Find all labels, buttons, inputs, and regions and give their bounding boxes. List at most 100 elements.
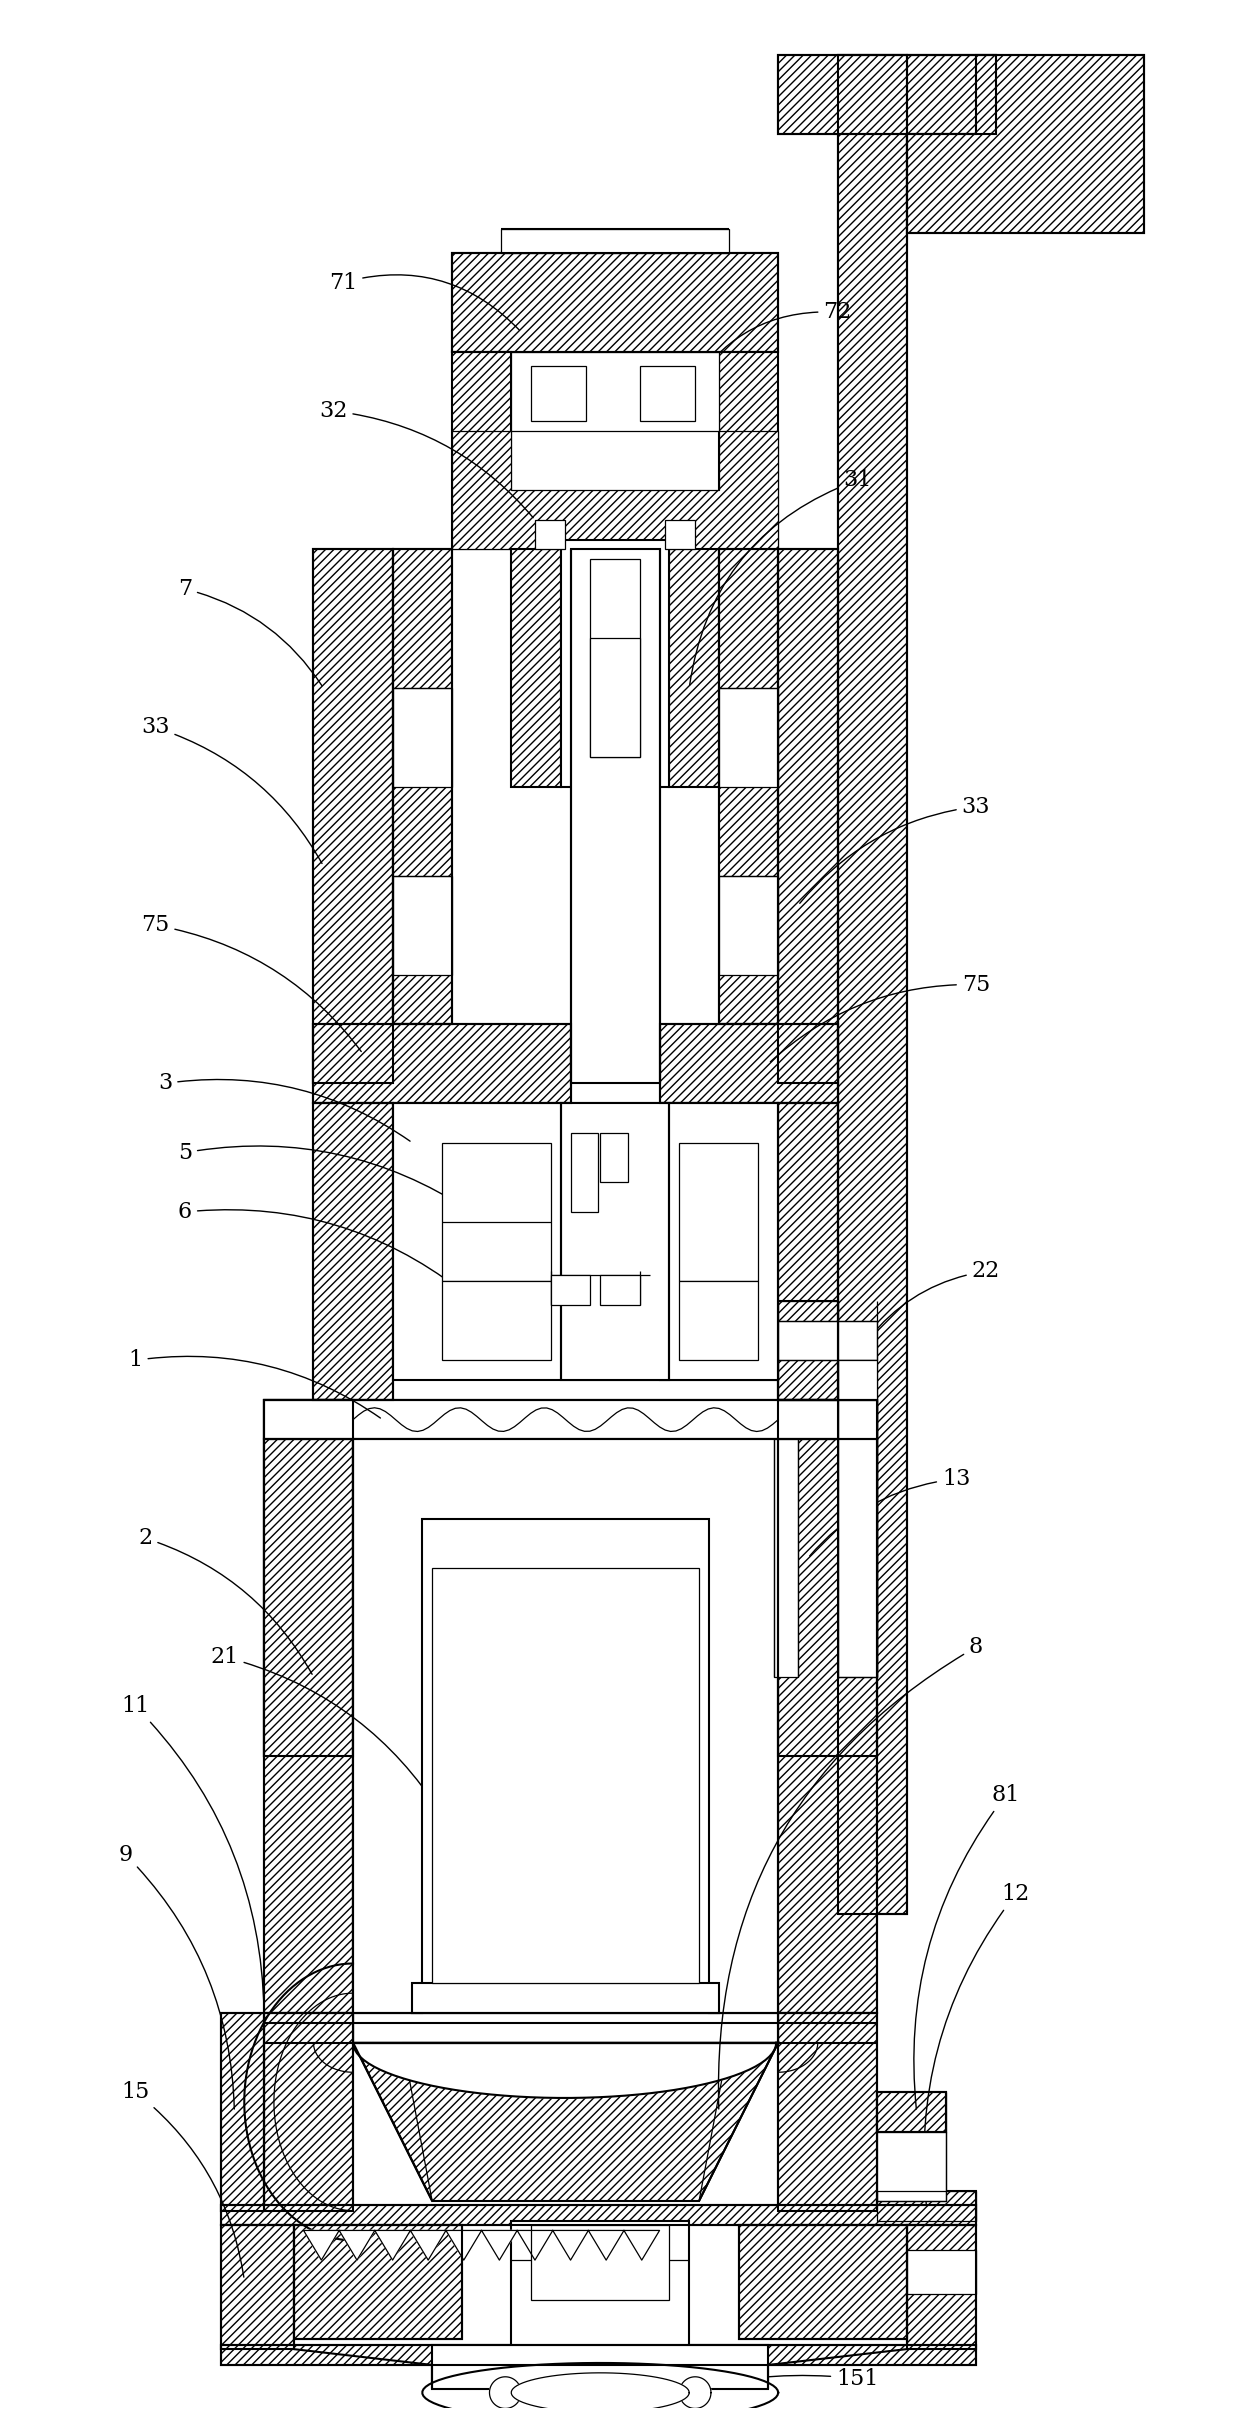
Polygon shape (353, 2042, 779, 2202)
Bar (432, 1567, 699, 1984)
Polygon shape (451, 431, 779, 550)
Polygon shape (221, 2344, 976, 2364)
Polygon shape (837, 1400, 877, 1676)
Polygon shape (719, 351, 779, 550)
Bar (441, 1143, 551, 1281)
Polygon shape (264, 1400, 877, 1439)
Bar (906, 56, 1145, 233)
Bar (779, 1400, 877, 1756)
Text: 21: 21 (211, 1647, 440, 1812)
Bar (877, 2093, 946, 2131)
Polygon shape (660, 1025, 837, 1102)
Text: 2: 2 (139, 1528, 312, 1674)
Polygon shape (779, 550, 837, 1083)
Polygon shape (670, 550, 719, 787)
Bar (779, 1102, 837, 1400)
Bar (779, 2013, 877, 2211)
Bar (590, 639, 640, 758)
Bar (779, 1439, 877, 2013)
Polygon shape (264, 1439, 353, 2013)
Bar (221, 2223, 294, 2349)
Polygon shape (906, 2223, 976, 2349)
Polygon shape (779, 1301, 837, 1400)
Bar (264, 1400, 353, 1756)
Bar (600, 1133, 627, 1182)
Bar (837, 56, 906, 1913)
Polygon shape (779, 56, 996, 133)
Text: 11: 11 (122, 1695, 264, 2010)
Bar (906, 2250, 976, 2294)
Polygon shape (340, 2231, 374, 2260)
Text: 22: 22 (869, 1259, 999, 1339)
Polygon shape (588, 2231, 624, 2260)
Polygon shape (423, 2364, 779, 2422)
Polygon shape (490, 2376, 521, 2407)
Bar (877, 2192, 976, 2221)
Bar (511, 351, 719, 431)
Bar (590, 559, 640, 758)
Polygon shape (837, 56, 906, 1913)
Polygon shape (413, 1984, 719, 2013)
Bar (531, 366, 587, 421)
Bar (511, 2221, 689, 2349)
Text: 8: 8 (718, 1635, 983, 2110)
Bar (393, 688, 451, 787)
Polygon shape (264, 1400, 314, 1756)
Polygon shape (877, 2093, 946, 2131)
Polygon shape (294, 2223, 461, 2340)
Bar (353, 1439, 779, 2013)
Polygon shape (517, 2231, 553, 2260)
Text: 12: 12 (924, 1884, 1029, 2204)
Text: 15: 15 (122, 2080, 244, 2277)
Bar (837, 1400, 877, 1676)
Bar (779, 550, 837, 1083)
Bar (680, 1281, 759, 1361)
Bar (779, 1301, 837, 1400)
Polygon shape (304, 2231, 340, 2260)
Polygon shape (624, 2231, 660, 2260)
Text: 75: 75 (770, 974, 990, 1061)
Bar (294, 2223, 461, 2340)
Bar (779, 56, 996, 133)
Polygon shape (779, 1439, 877, 2013)
Polygon shape (410, 2231, 446, 2260)
Polygon shape (221, 2223, 294, 2349)
Polygon shape (314, 550, 393, 1083)
Text: 72: 72 (691, 300, 852, 390)
Bar (551, 1276, 590, 1305)
Text: 6: 6 (177, 1201, 460, 1289)
Polygon shape (221, 2204, 976, 2223)
Bar (451, 252, 779, 351)
Bar (837, 1361, 877, 1676)
Polygon shape (374, 2231, 410, 2260)
Polygon shape (719, 550, 779, 1025)
Bar (779, 1320, 877, 1361)
Polygon shape (553, 2231, 588, 2260)
Text: 32: 32 (319, 400, 533, 518)
Bar (739, 2223, 906, 2340)
Polygon shape (877, 2192, 976, 2221)
Bar (501, 230, 729, 252)
Polygon shape (264, 2013, 353, 2211)
Polygon shape (451, 252, 779, 351)
Polygon shape (221, 2013, 264, 2211)
Polygon shape (451, 351, 511, 550)
Polygon shape (709, 1439, 779, 2013)
Bar (264, 2013, 353, 2211)
Bar (719, 550, 779, 1025)
Bar (413, 1984, 719, 2013)
Bar (393, 1102, 779, 1381)
Bar (423, 1519, 709, 1993)
Bar (906, 2223, 976, 2349)
Bar (314, 1102, 393, 1400)
Polygon shape (511, 2374, 689, 2412)
Text: 31: 31 (689, 470, 872, 685)
Polygon shape (779, 1400, 877, 1756)
Bar (660, 1102, 779, 1381)
Bar (719, 877, 779, 974)
Text: 33: 33 (141, 717, 322, 865)
Text: 9: 9 (119, 1843, 234, 2110)
Bar (680, 1143, 759, 1281)
Polygon shape (584, 2376, 616, 2407)
Bar (570, 550, 660, 1083)
